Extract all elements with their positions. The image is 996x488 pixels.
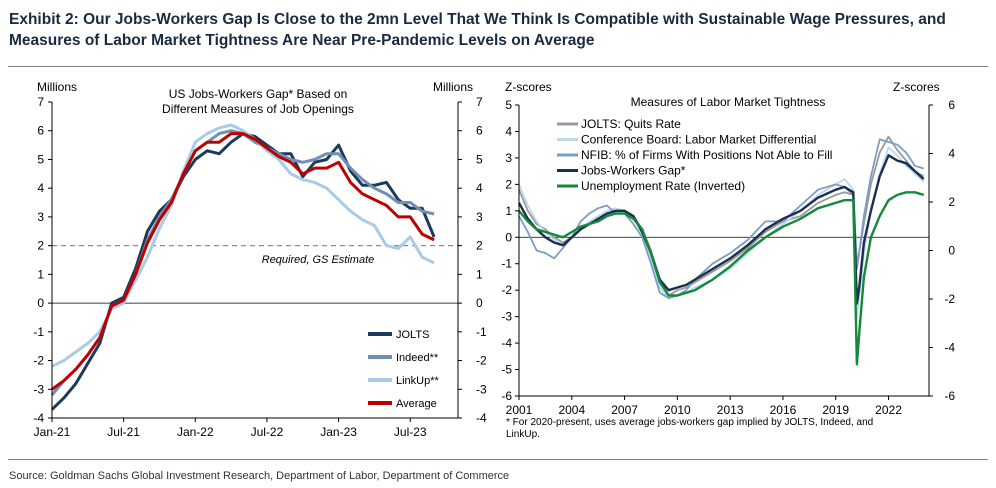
left-series-line-2 — [51, 123, 435, 368]
right-y2-axis-label: Z-scores — [893, 80, 940, 94]
right-y2-tick-label: 4 — [948, 147, 955, 161]
right-y2-tick-label: -4 — [944, 341, 955, 355]
right-legend-label: NFIB: % of Firms With Positions Not Able… — [581, 148, 832, 162]
right-y-tick-label: 3 — [505, 151, 512, 165]
left-y2-tick-label: -1 — [476, 325, 487, 339]
right-y-tick-label: 0 — [505, 230, 512, 244]
left-y2-tick-label: 5 — [476, 152, 483, 166]
left-y-tick-label: 7 — [37, 95, 44, 109]
right-y-tick-label: 2 — [505, 177, 512, 191]
left-x-tick-label: Jan-21 — [34, 425, 71, 439]
left-series-line-0 — [50, 132, 436, 411]
right-y2-tick-label: 6 — [948, 98, 955, 112]
right-x-tick-label: 2013 — [717, 403, 744, 417]
left-y2-tick-label: -2 — [476, 354, 487, 368]
left-chart-title-line2: Different Measures of Job Openings — [162, 102, 354, 116]
right-y-tick-label: -4 — [501, 336, 512, 350]
right-legend-label: Unemployment Rate (Inverted) — [581, 179, 745, 193]
left-y-tick-label: 6 — [37, 124, 44, 138]
right-y-tick-label: -3 — [501, 310, 512, 324]
left-legend-label: JOLTS — [396, 329, 429, 341]
left-y2-tick-label: 2 — [476, 239, 483, 253]
left-y-tick-label: 0 — [37, 296, 44, 310]
left-y2-tick-label: -3 — [476, 382, 487, 396]
left-y2-tick-label: 3 — [476, 210, 483, 224]
left-y2-tick-label: 7 — [476, 95, 483, 109]
left-y-tick-label: 1 — [37, 267, 44, 281]
source-note: Source: Goldman Sachs Global Investment … — [9, 470, 510, 482]
left-y-tick-label: -4 — [33, 411, 44, 425]
left-y-axis-label: Millions — [37, 80, 77, 94]
left-legend-label: Indeed** — [396, 352, 439, 364]
left-x-tick-label: Jul-22 — [251, 425, 284, 439]
required-line-label: Required, GS Estimate — [262, 254, 375, 266]
right-legend-label: Conference Board: Labor Market Different… — [581, 133, 816, 147]
left-y2-tick-label: 6 — [476, 124, 483, 138]
left-legend-label: LinkUp** — [396, 375, 440, 387]
right-y2-tick-label: -6 — [944, 389, 955, 403]
left-y2-tick-label: 1 — [476, 267, 483, 281]
left-legend-label: Average — [396, 398, 437, 410]
left-x-tick-label: Jul-23 — [394, 425, 427, 439]
right-series-line-4 — [518, 191, 925, 366]
left-y-tick-label: 5 — [37, 152, 44, 166]
left-y2-axis-label: Millions — [433, 80, 473, 94]
right-series-line-3 — [517, 154, 925, 305]
right-legend-label: JOLTS: Quits Rate — [581, 117, 681, 131]
right-legend: JOLTS: Quits Rate Conference Board: Labor… — [557, 117, 832, 193]
left-y-tick-label: 4 — [37, 181, 44, 195]
left-y2-tick-label: 0 — [476, 296, 483, 310]
right-y-tick-label: 5 — [505, 98, 512, 112]
left-y-tick-label: 2 — [37, 239, 44, 253]
right-x-tick-label: 2016 — [770, 403, 797, 417]
right-y-axis-label: Z-scores — [505, 80, 552, 94]
right-y-tick-label: -6 — [501, 389, 512, 403]
left-series-line-3 — [51, 132, 435, 391]
right-footnote-line1: * For 2020-present, uses average jobs-wo… — [506, 417, 873, 428]
right-x-tick-label: 2022 — [875, 403, 902, 417]
left-x-tick-label: Jan-22 — [177, 425, 214, 439]
right-chart-title: Measures of Labor Market Tightness — [631, 95, 826, 109]
left-y-tick-label: 3 — [37, 210, 44, 224]
left-y-tick-label: -2 — [33, 354, 44, 368]
left-y-tick-label: -1 — [33, 325, 44, 339]
left-y2-tick-label: 4 — [476, 181, 483, 195]
right-y-tick-label: -2 — [501, 283, 512, 297]
left-y2-tick-label: -4 — [476, 411, 487, 425]
right-y-tick-label: -5 — [501, 363, 512, 377]
left-chart-title-line1: US Jobs-Workers Gap* Based on — [169, 87, 348, 101]
exhibit-title: Exhibit 2: Our Jobs-Workers Gap Is Close… — [9, 11, 946, 49]
right-footnote-line2: LinkUp. — [506, 429, 540, 440]
left-legend: JOLTS Indeed** LinkUp** Average — [368, 329, 440, 410]
source-rule — [8, 459, 988, 460]
right-y2-tick-label: 0 — [948, 244, 955, 258]
left-y-tick-label: -3 — [33, 382, 44, 396]
right-x-tick-label: 2004 — [558, 403, 585, 417]
right-legend-label: Jobs-Workers Gap* — [581, 164, 686, 178]
left-x-tick-label: Jan-23 — [320, 425, 357, 439]
right-y-tick-label: 1 — [505, 204, 512, 218]
left-series-group — [50, 123, 436, 411]
right-y2-tick-label: 2 — [948, 195, 955, 209]
right-x-tick-label: 2010 — [664, 403, 691, 417]
right-y2-tick-label: -2 — [944, 292, 955, 306]
left-x-tick-label: Jul-21 — [107, 425, 140, 439]
right-y-tick-label: -1 — [501, 257, 512, 271]
right-series-group — [517, 135, 925, 366]
right-x-tick-label: 2007 — [611, 403, 638, 417]
right-y-tick-label: 4 — [505, 124, 512, 138]
right-x-tick-label: 2019 — [822, 403, 849, 417]
title-rule — [8, 66, 988, 67]
right-x-tick-label: 2001 — [506, 403, 533, 417]
